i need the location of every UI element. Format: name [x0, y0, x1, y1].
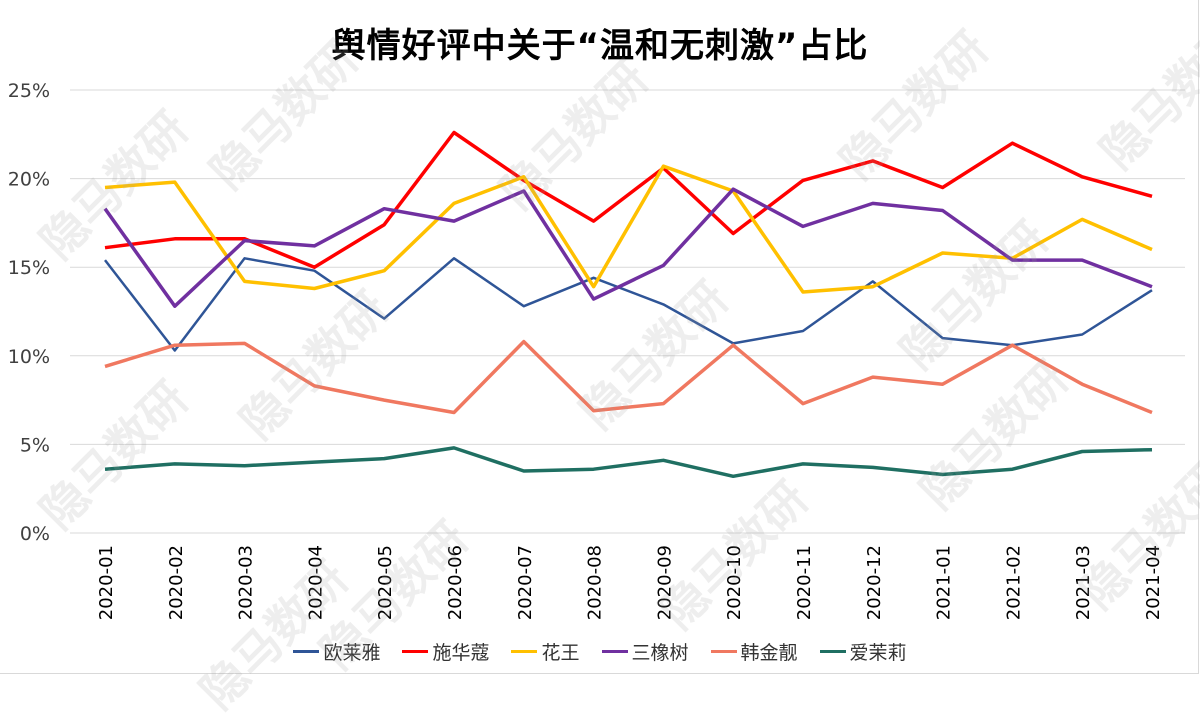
series-line [104, 164, 1153, 294]
x-tick-label: 2020-04 [305, 545, 326, 620]
x-tick-label: 2021-02 [1003, 545, 1024, 620]
y-tick-label: 20% [8, 169, 50, 191]
legend-label: 爱茉莉 [849, 642, 907, 664]
legend-swatch-icon [511, 650, 538, 653]
x-tick-label: 2021-01 [934, 545, 955, 620]
x-tick-label: 2021-03 [1073, 545, 1094, 620]
legend-swatch-icon [710, 650, 737, 653]
chart-title: 舆情好评中关于“温和无刺激”占比 [331, 26, 869, 66]
legend-label: 施华蔻 [432, 642, 490, 664]
x-tick-label: 2020-10 [724, 545, 745, 620]
x-tick-label: 2020-03 [236, 545, 257, 620]
series-line [104, 257, 1153, 352]
legend-item: 花王 [511, 638, 580, 665]
x-tick-label: 2021-04 [1143, 545, 1164, 620]
x-axis-labels: 2020-01 2020-02 2020-03 2020-04 2020-05 2020-… [96, 545, 1164, 620]
legend-swatch-icon [819, 650, 846, 653]
x-tick-label: 2020-12 [864, 545, 885, 620]
x-tick-label: 2020-08 [585, 545, 606, 620]
series-line [104, 130, 1153, 269]
y-tick-label: 15% [8, 257, 50, 279]
legend-swatch-icon [293, 650, 320, 653]
y-tick-label: 25% [8, 80, 50, 102]
x-tick-label: 2020-05 [375, 545, 396, 620]
x-tick-label: 2020-07 [515, 545, 536, 620]
legend-label: 韩金靓 [740, 642, 798, 664]
x-tick-label: 2020-06 [445, 545, 466, 620]
legend-label: 花王 [541, 642, 580, 664]
legend-label: 欧莱雅 [323, 642, 381, 664]
legend-item: 三橡树 [601, 638, 689, 665]
series-line [104, 339, 1153, 415]
legend-swatch-icon [601, 650, 628, 653]
x-tick-label: 2020-02 [166, 545, 187, 620]
legend-label: 三橡树 [631, 642, 689, 664]
y-tick-label: 5% [20, 434, 50, 456]
series-lines [103, 130, 1153, 479]
y-tick-label: 10% [8, 346, 50, 368]
x-tick-label: 2020-09 [654, 545, 675, 620]
y-tick-label: 0% [20, 523, 50, 545]
legend-item: 韩金靓 [710, 638, 798, 665]
legend-swatch-icon [402, 650, 429, 653]
chart-legend: 欧莱雅 施华蔻 花王 三橡树 韩金靓 爱茉莉 [0, 638, 1200, 665]
gridlines [70, 89, 1185, 534]
x-tick-label: 2020-11 [794, 545, 815, 620]
legend-item: 施华蔻 [402, 638, 489, 665]
legend-item: 欧莱雅 [293, 638, 380, 665]
chart-frame [0, 0, 1199, 674]
line-chart: 0%5%10%15%20%25% 2020-01 2020-02 2020-03 20… [8, 80, 1185, 620]
legend-item: 爱茉莉 [819, 638, 907, 665]
series-line [104, 446, 1153, 479]
x-tick-label: 2020-01 [96, 545, 117, 620]
series-line [103, 187, 1153, 308]
y-axis-labels: 0% 5% 10% 15% 20% 25% [8, 80, 50, 545]
